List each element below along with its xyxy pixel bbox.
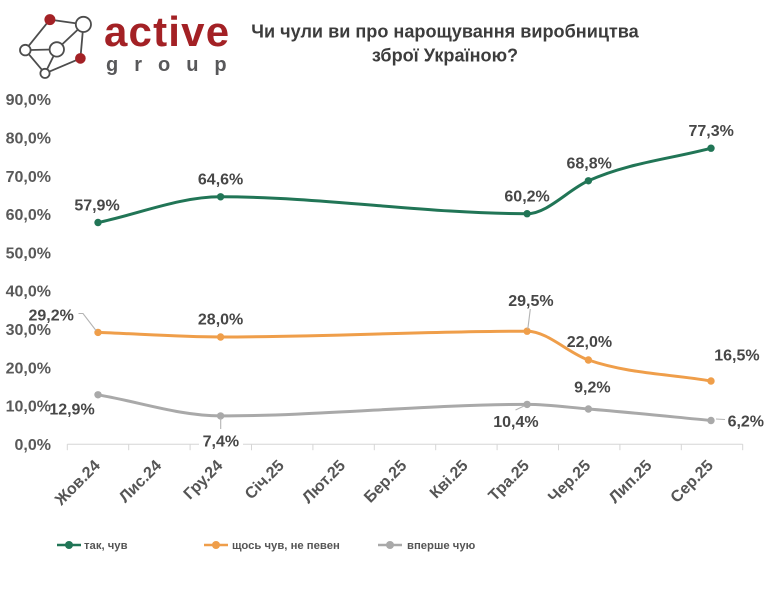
svg-text:22,0%: 22,0% (567, 334, 612, 351)
svg-text:вперше чую: вперше чую (407, 540, 476, 552)
svg-text:так, чув: так, чув (84, 540, 128, 552)
svg-text:28,0%: 28,0% (198, 312, 243, 329)
svg-text:90,0%: 90,0% (6, 92, 51, 109)
svg-text:70,0%: 70,0% (6, 169, 51, 186)
svg-text:9,2%: 9,2% (574, 379, 610, 396)
svg-text:0,0%: 0,0% (15, 437, 51, 454)
svg-text:зброї Україною?: зброї Україною? (372, 45, 518, 65)
svg-text:10,4%: 10,4% (493, 414, 538, 431)
svg-text:64,6%: 64,6% (198, 172, 243, 189)
svg-text:20,0%: 20,0% (6, 360, 51, 377)
svg-text:77,3%: 77,3% (689, 123, 734, 140)
svg-text:68,8%: 68,8% (567, 156, 612, 173)
svg-text:80,0%: 80,0% (6, 131, 51, 148)
svg-text:50,0%: 50,0% (6, 245, 51, 262)
svg-text:12,9%: 12,9% (49, 401, 94, 418)
svg-text:40,0%: 40,0% (6, 284, 51, 301)
svg-text:60,2%: 60,2% (504, 189, 549, 206)
svg-text:16,5%: 16,5% (714, 348, 759, 365)
svg-text:active: active (104, 8, 230, 55)
svg-text:60,0%: 60,0% (6, 207, 51, 224)
svg-text:30,0%: 30,0% (6, 322, 51, 339)
svg-text:6,2%: 6,2% (728, 414, 764, 431)
svg-text:29,2%: 29,2% (29, 308, 74, 325)
svg-text:7,4%: 7,4% (203, 434, 239, 451)
svg-text:57,9%: 57,9% (74, 198, 119, 215)
svg-text:Чи чули ви про нарощування вир: Чи чули ви про нарощування виробництва (251, 22, 639, 42)
svg-text:29,5%: 29,5% (508, 293, 553, 310)
svg-text:group: group (106, 54, 243, 76)
svg-text:10,0%: 10,0% (6, 399, 51, 416)
svg-text:щось чув, не певен: щось чув, не певен (232, 540, 340, 552)
